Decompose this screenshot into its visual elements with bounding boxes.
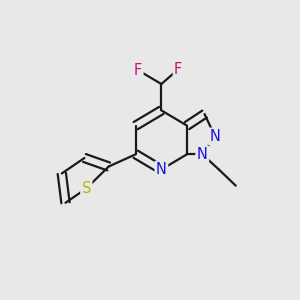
Text: N: N [197,147,208,162]
Text: N: N [156,162,167,177]
Text: S: S [82,181,91,196]
Text: F: F [174,62,182,77]
Text: F: F [134,63,142,78]
Text: N: N [209,129,220,144]
